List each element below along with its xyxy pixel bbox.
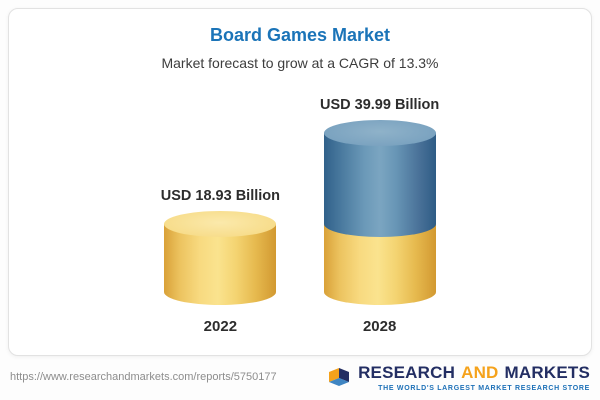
value-label-2022: USD 18.93 Billion <box>160 187 280 204</box>
segment-2022-gold <box>164 223 277 305</box>
cylinder-bar-chart: USD 18.93 Billion 2022 USD 39.99 Billion… <box>9 97 591 335</box>
chart-subtitle: Market forecast to grow at a CAGR of 13.… <box>161 55 439 71</box>
cylinder-2022 <box>164 210 277 305</box>
logo-word-research: RESEARCH <box>358 362 456 382</box>
logo-text-block: RESEARCH AND MARKETS THE WORLD'S LARGEST… <box>358 363 590 392</box>
footer: https://www.researchandmarkets.com/repor… <box>10 358 590 396</box>
logo-tagline: THE WORLD'S LARGEST MARKET RESEARCH STOR… <box>378 384 590 392</box>
logo-word-and: AND <box>461 362 499 382</box>
cylinder-2028 <box>323 120 436 305</box>
cylinder-top-ellipse-2022 <box>164 210 277 237</box>
bar-group-2022: USD 18.93 Billion 2022 <box>161 188 280 335</box>
logo-word-markets: MARKETS <box>504 362 590 382</box>
chart-title: Board Games Market <box>209 25 391 45</box>
category-label-2022: 2022 <box>203 317 238 335</box>
logo-icon <box>329 368 350 386</box>
report-url-link[interactable]: https://www.researchandmarkets.com/repor… <box>10 371 277 383</box>
bar-group-2028: USD 39.99 Billion 2028 <box>320 97 439 335</box>
logo-wordmark: RESEARCH AND MARKETS <box>358 363 590 383</box>
value-label-2028: USD 39.99 Billion <box>320 97 440 113</box>
segment-2028-gold <box>323 223 436 305</box>
brand-logo: RESEARCH AND MARKETS THE WORLD'S LARGEST… <box>327 363 590 392</box>
segment-2028-blue <box>323 133 436 237</box>
chart-card: Board Games Market Market forecast to gr… <box>8 8 592 356</box>
cylinder-top-ellipse-2028 <box>323 120 436 146</box>
category-label-2028: 2028 <box>362 317 397 335</box>
